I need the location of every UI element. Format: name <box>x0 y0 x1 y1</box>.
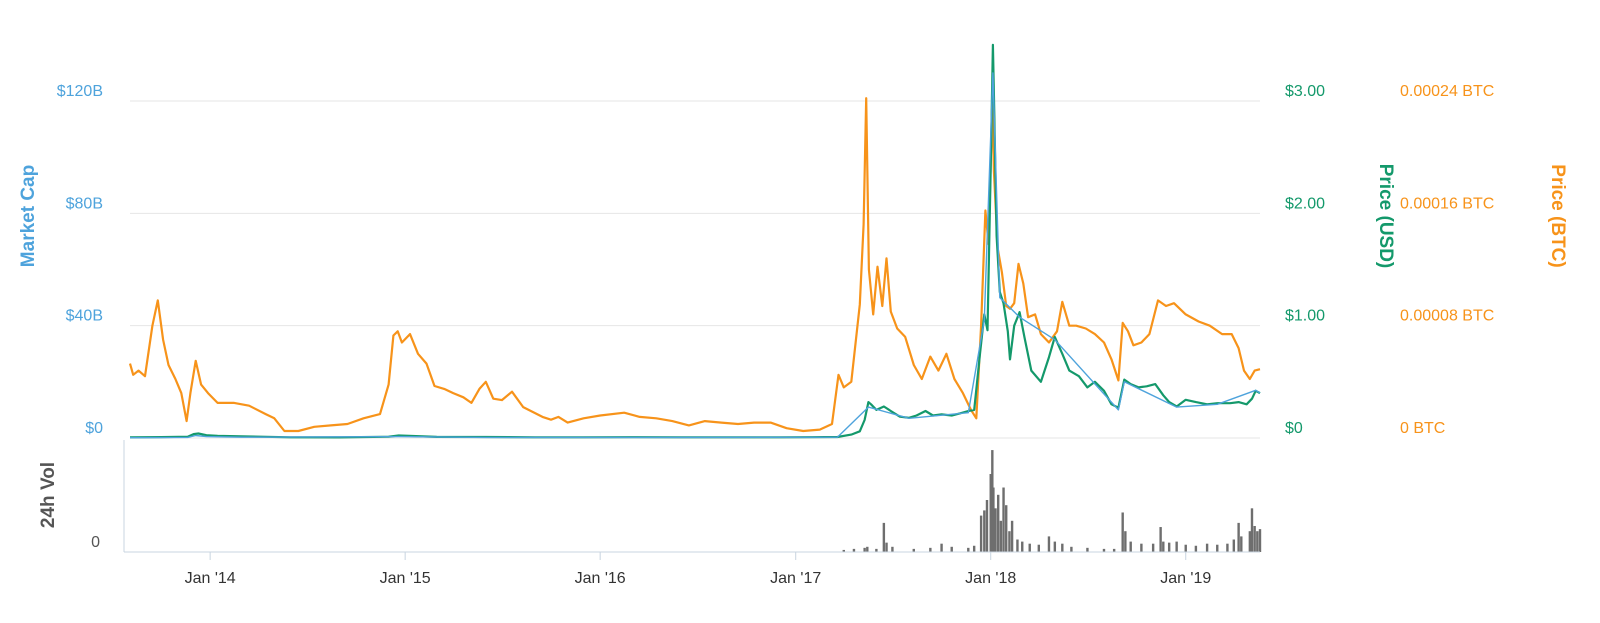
y-tick-market-cap: $0 <box>85 420 103 437</box>
grid <box>130 100 1260 439</box>
volume-bar <box>1151 543 1155 552</box>
series-line-price-btc <box>128 97 1261 433</box>
x-tick-label: Jan '18 <box>965 570 1016 587</box>
volume-bar <box>1016 539 1019 552</box>
volume-bars <box>842 450 1262 552</box>
volume-bar <box>1005 505 1008 552</box>
volume-bar <box>983 510 986 552</box>
volume-bar <box>1037 544 1041 552</box>
y-tick-price-btc: 0 BTC <box>1400 420 1445 437</box>
y-tick-market-cap: $120B <box>57 83 103 100</box>
axes: $0 $40B $80B $120B $0 $1.00 $2.00 $3.00 0 BTC 0.0… <box>57 83 1495 587</box>
volume-bar <box>929 547 932 552</box>
volume-bar <box>989 474 992 552</box>
volume-bar <box>985 500 989 552</box>
volume-bar <box>1250 508 1254 552</box>
volume-bar <box>1047 536 1051 552</box>
volume-bar <box>1028 543 1031 552</box>
volume-bar <box>1237 522 1240 552</box>
volume-bar <box>1240 536 1243 552</box>
series-line-market-cap <box>129 72 1261 439</box>
volume-bar <box>999 520 1003 552</box>
volume-bar <box>866 546 869 552</box>
x-tick-label: Jan '16 <box>575 570 626 587</box>
volume-bar <box>1159 527 1162 552</box>
volume-bar <box>1112 548 1116 552</box>
y-tick-volume: 0 <box>91 534 100 551</box>
volume-bar <box>852 548 856 552</box>
volume-bar <box>994 508 997 552</box>
volume-bar <box>1258 529 1262 552</box>
volume-bar <box>1061 543 1064 552</box>
volume-bar <box>972 545 976 552</box>
x-tick-label: Jan '14 <box>185 570 236 587</box>
y-axis-title-price-usd: Price (USD) <box>1375 164 1396 269</box>
y-tick-price-btc: 0.00008 BTC <box>1400 308 1494 325</box>
volume-bar <box>967 547 970 552</box>
x-tick-label: Jan '17 <box>770 570 821 587</box>
y-tick-market-cap: $40B <box>66 308 103 325</box>
volume-bar <box>891 546 894 552</box>
y-tick-price-btc: 0.00016 BTC <box>1400 195 1494 212</box>
volume-bar <box>950 546 953 552</box>
volume-bar <box>842 549 845 552</box>
volume-bar <box>875 548 878 552</box>
volume-bar <box>992 487 995 552</box>
volume-bar <box>1184 544 1187 552</box>
volume-bar <box>1167 542 1171 552</box>
y-tick-price-usd: $3.00 <box>1285 83 1325 100</box>
volume-bar <box>997 494 1000 552</box>
volume-bar <box>1175 541 1178 552</box>
y-tick-price-usd: $2.00 <box>1285 195 1325 212</box>
volume-bar <box>1070 546 1073 552</box>
volume-bar <box>1226 543 1229 552</box>
x-tick-label: Jan '19 <box>1160 570 1211 587</box>
volume-bar <box>1129 541 1132 552</box>
y-tick-price-usd: $1.00 <box>1285 308 1325 325</box>
volume-bar <box>979 515 983 552</box>
y-axis-title-price-btc: Price (BTC) <box>1547 164 1568 267</box>
volume-bar <box>912 548 915 552</box>
volume-bar <box>882 522 886 552</box>
volume-bar <box>1253 526 1256 552</box>
volume-bar <box>1232 539 1236 552</box>
volume-bar <box>1140 543 1143 552</box>
x-tick-label: Jan '15 <box>380 570 431 587</box>
y-axis-title-volume: 24h Vol <box>38 462 59 528</box>
volume-bar <box>1102 548 1106 552</box>
volume-bar <box>1008 531 1011 552</box>
y-tick-market-cap: $80B <box>66 195 103 212</box>
volume-bar <box>1010 520 1014 552</box>
y-axis-title-market-cap: Market Cap <box>18 165 39 267</box>
volume-bar <box>885 542 888 552</box>
volume-bar <box>1002 487 1005 552</box>
y-tick-price-usd: $0 <box>1285 420 1303 437</box>
volume-bar <box>1162 541 1165 552</box>
volume-bar <box>940 543 943 552</box>
volume-bar <box>863 547 866 552</box>
volume-bar <box>1256 531 1259 552</box>
volume-bar <box>1194 545 1198 552</box>
volume-bar <box>1053 541 1057 552</box>
volume-bar <box>1248 531 1252 552</box>
volume-bar <box>1086 547 1089 552</box>
volume-bar <box>1021 541 1024 552</box>
series-lines <box>128 43 1261 439</box>
axis-labels: Market Cap Price (USD) Price (BTC) 24h V… <box>18 164 1568 528</box>
volume-bar <box>1121 512 1124 552</box>
volume-bar <box>1124 531 1127 552</box>
volume-bar <box>1216 544 1219 552</box>
volume-bar <box>1205 543 1209 552</box>
y-tick-price-btc: 0.00024 BTC <box>1400 83 1494 100</box>
